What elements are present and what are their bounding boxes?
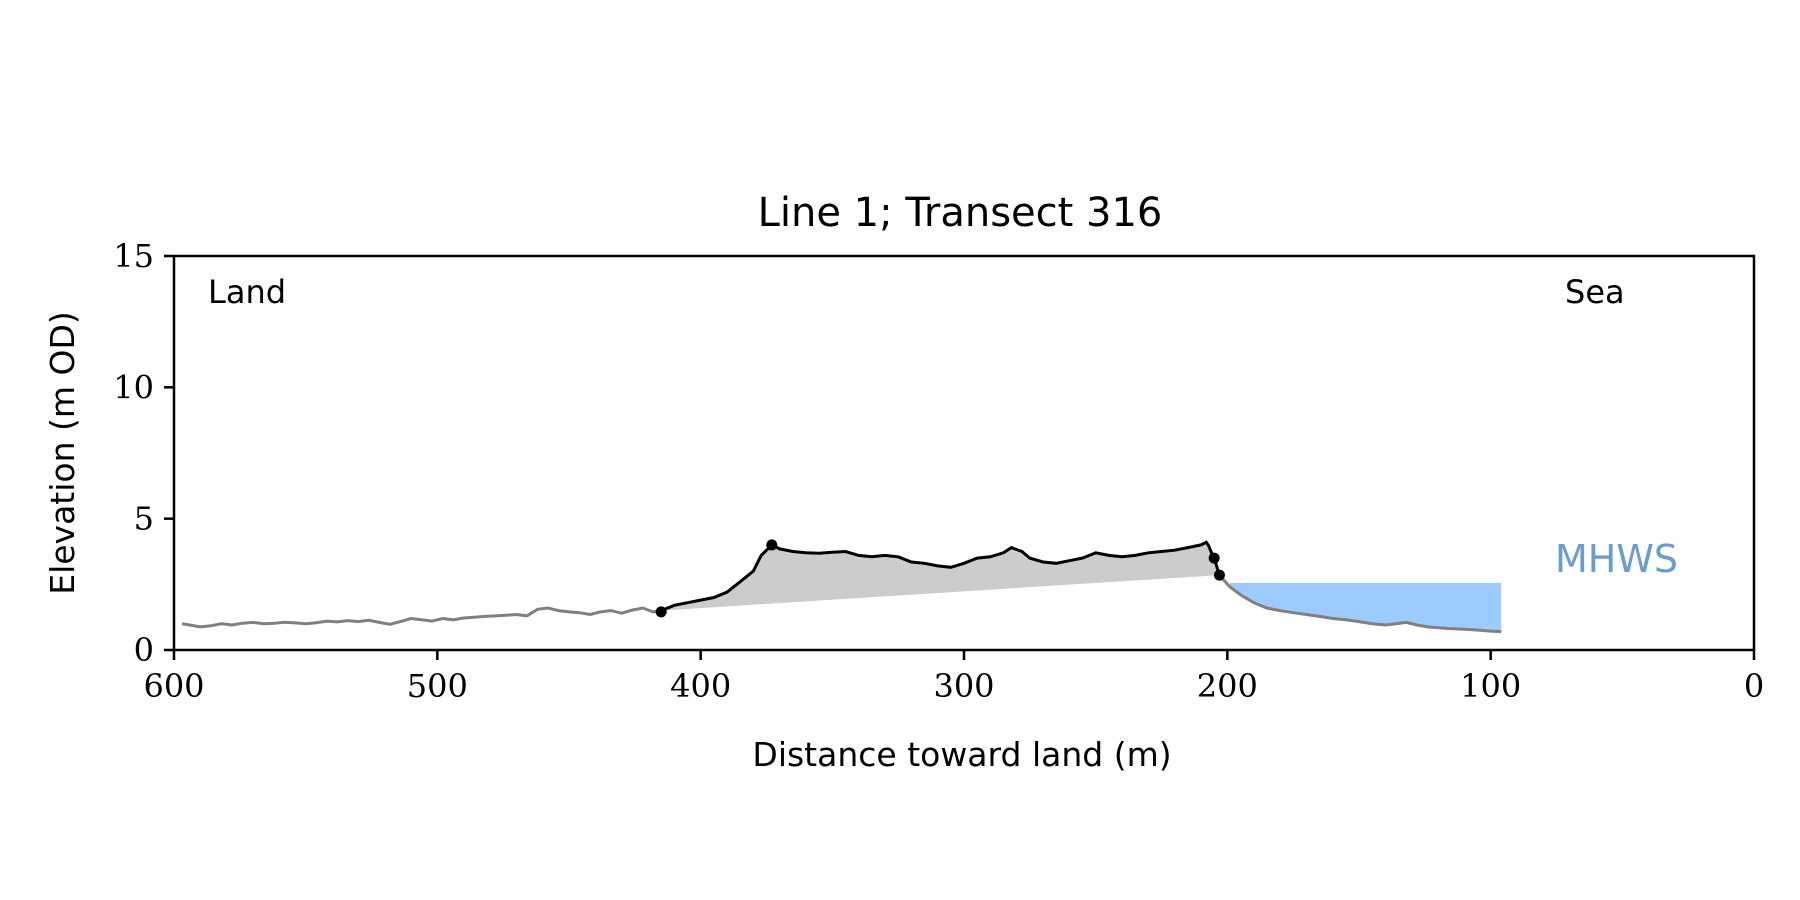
- y-tick-label: 15: [113, 237, 154, 275]
- x-axis-label: Distance toward land (m): [752, 735, 1171, 774]
- x-tick-label: 600: [143, 667, 204, 705]
- sea-annotation: Sea: [1565, 273, 1625, 311]
- y-axis: 0 5 10 15: [113, 237, 174, 669]
- profile-marker: [655, 606, 667, 618]
- profile-marker: [1213, 569, 1225, 581]
- profile-marker: [1208, 552, 1220, 564]
- seaward-profile-line: [1218, 574, 1502, 634]
- dune-profile-line: [660, 540, 1216, 612]
- landward-profile-line: [181, 606, 662, 629]
- profile-marker: [766, 539, 778, 551]
- x-axis: 600 500 400 300 200 100 0: [143, 650, 1764, 705]
- x-tick-label: 400: [670, 667, 731, 705]
- y-tick-label: 10: [113, 368, 154, 406]
- y-axis-label: Elevation (m OD): [43, 311, 82, 595]
- plot-area: [181, 539, 1502, 634]
- x-tick-label: 100: [1460, 667, 1521, 705]
- mhws-water-fill: [1230, 583, 1502, 632]
- x-tick-label: 300: [933, 667, 994, 705]
- y-tick-label: 0: [134, 631, 154, 669]
- mhws-label: MHWS: [1555, 537, 1678, 581]
- y-tick-label: 5: [134, 500, 154, 538]
- chart-title: Line 1; Transect 316: [758, 190, 1163, 236]
- x-tick-label: 0: [1744, 667, 1764, 705]
- land-annotation: Land: [208, 273, 286, 311]
- x-tick-label: 200: [1197, 667, 1258, 705]
- x-tick-label: 500: [407, 667, 468, 705]
